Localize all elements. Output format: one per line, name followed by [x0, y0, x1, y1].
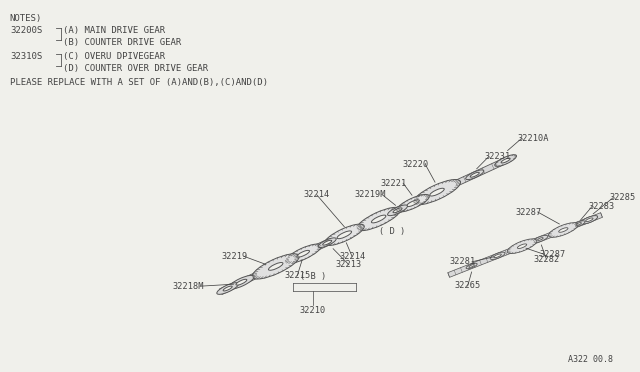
Text: 32287: 32287 [515, 208, 541, 217]
Ellipse shape [490, 252, 505, 259]
Text: (A) MAIN DRIVE GEAR: (A) MAIN DRIVE GEAR [63, 26, 165, 35]
Text: 32213: 32213 [336, 260, 362, 269]
Ellipse shape [517, 244, 527, 248]
Ellipse shape [324, 224, 364, 246]
Ellipse shape [470, 172, 479, 177]
Text: 32214: 32214 [339, 252, 365, 261]
Ellipse shape [559, 228, 568, 232]
Ellipse shape [533, 235, 548, 243]
Ellipse shape [357, 207, 401, 231]
Text: 32281: 32281 [450, 257, 476, 266]
Ellipse shape [508, 239, 537, 253]
Ellipse shape [581, 216, 598, 224]
Ellipse shape [323, 240, 332, 245]
Text: ( D ): ( D ) [380, 227, 406, 235]
Text: 32285: 32285 [609, 193, 636, 202]
Text: 32219M: 32219M [354, 190, 386, 199]
Ellipse shape [252, 254, 300, 279]
Ellipse shape [430, 188, 444, 196]
Ellipse shape [318, 238, 336, 247]
Text: ( B ): ( B ) [300, 272, 326, 281]
Text: 32220: 32220 [403, 160, 429, 169]
Text: 32282: 32282 [533, 254, 559, 263]
Text: 32219: 32219 [222, 252, 248, 261]
Ellipse shape [285, 244, 321, 263]
Ellipse shape [297, 250, 310, 257]
Text: 32231: 32231 [484, 152, 511, 161]
Text: (C) OVERU DPIVEGEAR: (C) OVERU DPIVEGEAR [63, 52, 165, 61]
Ellipse shape [371, 215, 386, 223]
Ellipse shape [495, 155, 516, 166]
Text: (D) COUNTER OVER DRIVE GEAR: (D) COUNTER OVER DRIVE GEAR [63, 64, 208, 73]
Ellipse shape [466, 170, 484, 180]
Ellipse shape [413, 180, 461, 205]
Ellipse shape [581, 216, 598, 224]
Ellipse shape [397, 195, 429, 212]
Ellipse shape [223, 286, 232, 291]
Text: 32283: 32283 [588, 202, 614, 211]
Ellipse shape [228, 275, 254, 289]
Ellipse shape [494, 254, 501, 258]
Text: (B) COUNTER DRIVE GEAR: (B) COUNTER DRIVE GEAR [63, 38, 181, 47]
Text: 32215: 32215 [284, 271, 310, 280]
Text: NOTES): NOTES) [10, 14, 42, 23]
Ellipse shape [337, 231, 351, 239]
Ellipse shape [466, 263, 477, 269]
Ellipse shape [572, 221, 585, 227]
Ellipse shape [469, 264, 474, 267]
Text: 32265: 32265 [454, 282, 481, 291]
Ellipse shape [268, 263, 283, 270]
Polygon shape [448, 213, 602, 278]
Text: PLEASE REPLACE WITH A SET OF (A)AND(B),(C)AND(D): PLEASE REPLACE WITH A SET OF (A)AND(B),(… [10, 78, 268, 87]
Text: 32287: 32287 [540, 250, 566, 259]
Text: 32214: 32214 [303, 190, 330, 199]
Ellipse shape [548, 223, 578, 237]
Ellipse shape [538, 238, 543, 240]
Ellipse shape [576, 222, 581, 225]
Ellipse shape [393, 208, 402, 213]
Text: 32310S: 32310S [10, 52, 42, 61]
Polygon shape [220, 159, 504, 294]
Text: 32218M: 32218M [172, 282, 204, 291]
Ellipse shape [406, 200, 419, 206]
Text: 32210: 32210 [300, 306, 326, 315]
Text: A322 00.8: A322 00.8 [568, 356, 613, 365]
Ellipse shape [586, 218, 593, 222]
Ellipse shape [388, 205, 408, 216]
Ellipse shape [236, 279, 247, 285]
Ellipse shape [217, 283, 239, 294]
Text: 32210A: 32210A [518, 134, 549, 143]
Text: 32200S: 32200S [10, 26, 42, 35]
Text: 32221: 32221 [381, 179, 407, 188]
Ellipse shape [501, 158, 510, 163]
